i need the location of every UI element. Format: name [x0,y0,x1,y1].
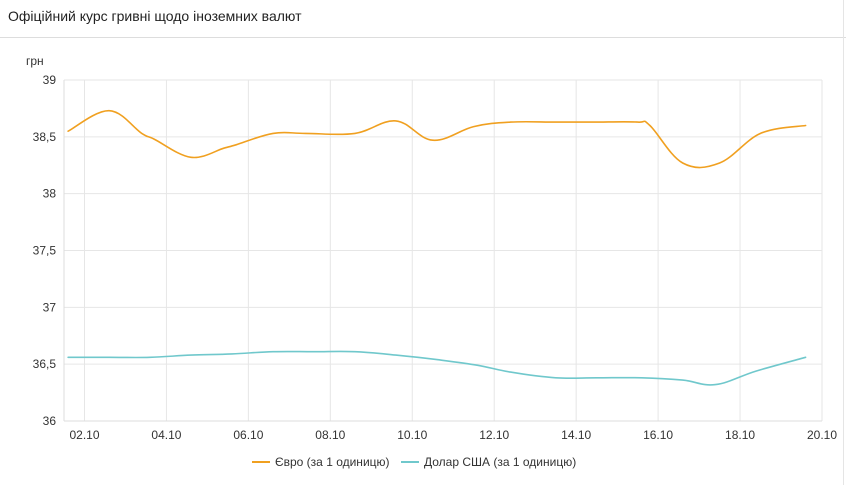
y-tick-label: 38 [43,187,57,201]
y-tick-label: 36,5 [33,357,57,371]
legend-label: Долар США (за 1 одиницю) [424,455,576,469]
x-tick-label: 04.10 [151,428,181,442]
x-tick-label: 16.10 [643,428,673,442]
y-tick-label: 37,5 [33,244,57,258]
x-tick-label: 06.10 [233,428,263,442]
x-tick-label: 08.10 [315,428,345,442]
legend-item-euro[interactable]: Євро (за 1 одиницю) [252,455,390,469]
page-title: Офіційний курс гривні щодо іноземних вал… [8,8,302,24]
x-tick-label: 02.10 [69,428,99,442]
grid [64,79,823,422]
panel-edge [843,0,844,485]
y-axis-unit-label: грн [26,54,44,68]
y-tick-label: 36 [43,414,57,428]
x-tick-label: 18.10 [725,428,755,442]
x-tick-label: 10.10 [397,428,427,442]
series-line-euro [67,109,807,169]
legend-label: Євро (за 1 одиницю) [275,455,390,469]
series-line-usd [67,350,807,386]
legend-item-usd[interactable]: Долар США (за 1 одиницю) [401,455,576,469]
axes: 39 38,5 38 37,5 37 36,5 36 02.10 04.10 06.10 08.10… [26,54,837,442]
x-tick-label: 14.10 [561,428,591,442]
legend[interactable]: Євро (за 1 одиницю) Долар США (за 1 одини… [252,455,576,469]
y-tick-label: 39 [43,73,57,87]
y-tick-label: 38,5 [33,130,57,144]
header-bar: Офіційний курс гривні щодо іноземних вал… [0,0,846,38]
x-tick-label: 12.10 [479,428,509,442]
y-tick-label: 37 [43,300,57,314]
series-lines [67,109,807,386]
x-tick-label: 20.10 [807,428,837,442]
